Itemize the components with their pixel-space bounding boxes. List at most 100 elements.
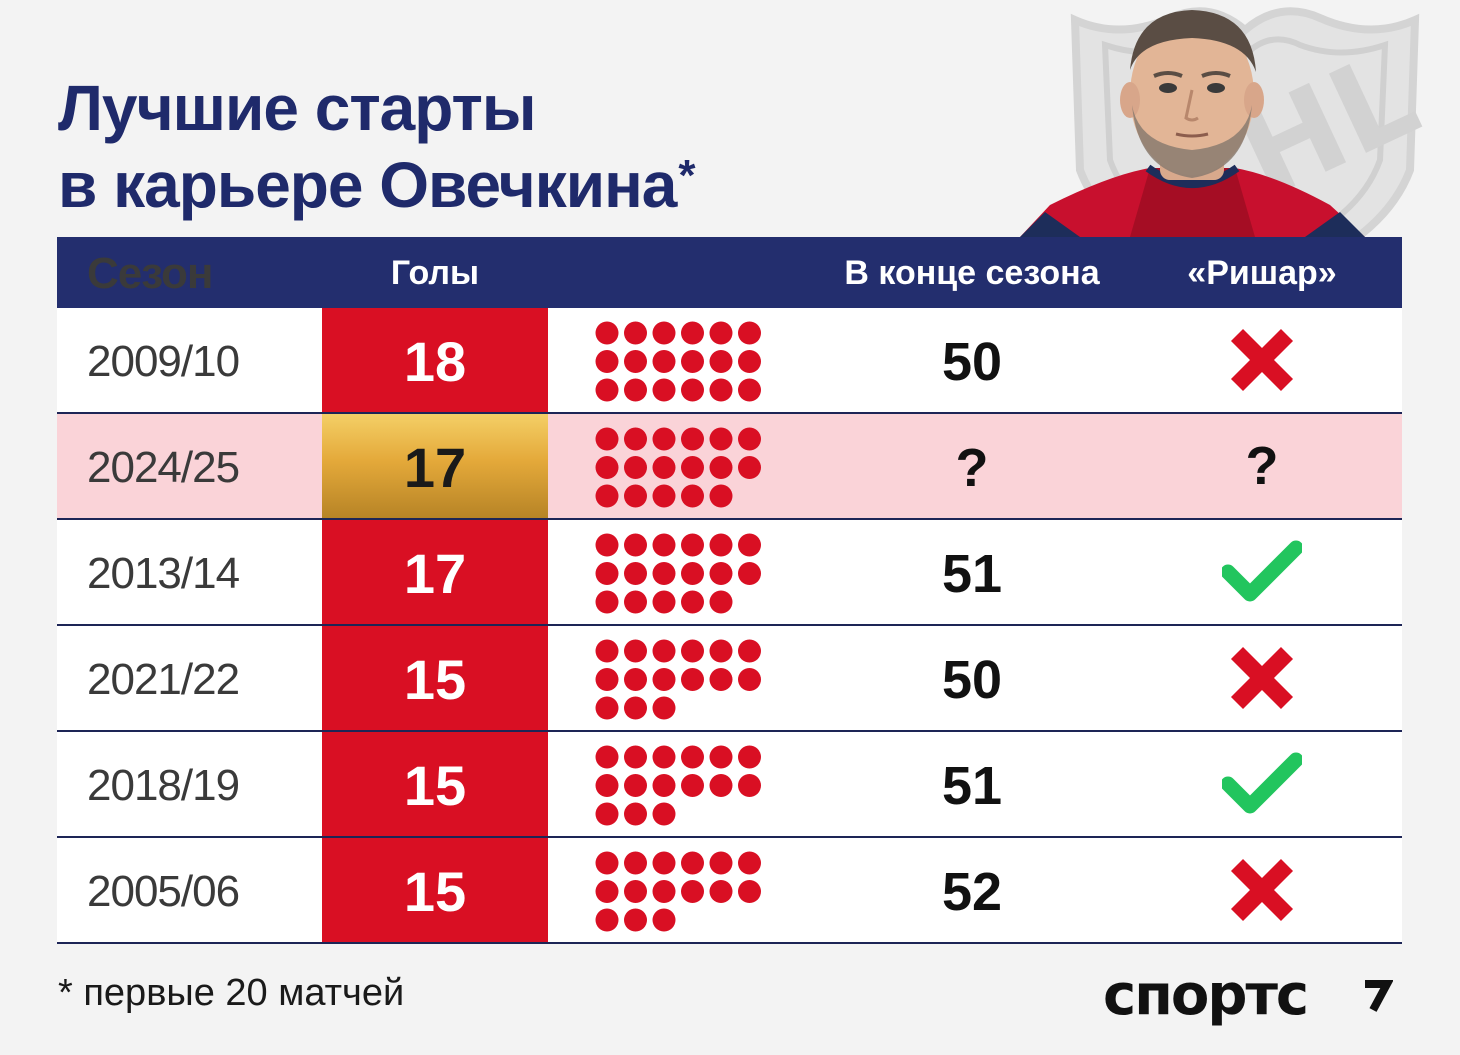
title-line-2: в карьере Овечкина*: [58, 147, 695, 224]
goal-dot: [624, 880, 647, 903]
goal-dot: [709, 321, 733, 345]
goal-dot: [681, 350, 704, 373]
goal-dot: [624, 427, 647, 451]
end-of-season-cell: 51: [941, 544, 1003, 604]
goal-dot: [595, 908, 619, 932]
goal-dot: [681, 851, 704, 875]
goals-cell: 15: [322, 626, 548, 730]
goal-dot: [681, 378, 704, 402]
goal-dot: [624, 321, 647, 345]
goal-dot: [624, 802, 647, 826]
goals-cell: 17: [322, 520, 548, 624]
goal-dot: [738, 533, 761, 557]
header-end-of-season: В конце сезона: [844, 254, 1100, 292]
goal-dot: [624, 774, 647, 797]
goal-dots: [595, 638, 765, 722]
stats-table: Сезон Голы В конце сезона «Ришар» 2009/1…: [57, 237, 1402, 944]
goal-dot: [709, 427, 733, 451]
goal-dot: [738, 880, 761, 903]
goal-dots: [595, 850, 765, 934]
goal-dot: [738, 851, 761, 875]
richard-cell: [1162, 626, 1362, 730]
goal-dot: [709, 562, 733, 585]
goal-dot: [652, 851, 676, 875]
goal-dots: [595, 426, 765, 510]
table-row: 2018/19 15 51: [57, 732, 1402, 838]
check-icon: [1222, 752, 1302, 814]
goal-dot: [681, 880, 704, 903]
player-photo: [1020, 10, 1365, 237]
goal-dot: [652, 908, 676, 932]
goal-dot: [624, 484, 647, 508]
goal-dot: [652, 668, 676, 691]
end-of-season-cell: ?: [955, 438, 989, 498]
goal-dot: [709, 590, 733, 614]
goals-cell: 18: [322, 308, 548, 412]
goal-dot: [681, 639, 704, 663]
goal-dot: [738, 456, 761, 479]
goal-dot: [595, 639, 619, 663]
goal-dot: [595, 590, 619, 614]
season-cell: 2024/25: [87, 443, 240, 492]
goal-dot: [652, 456, 676, 479]
goal-dot: [652, 639, 676, 663]
goal-dot: [595, 802, 619, 826]
goal-dot: [652, 484, 676, 508]
goal-dot: [738, 668, 761, 691]
goal-dot: [624, 350, 647, 373]
cross-icon: [1230, 858, 1294, 922]
season-cell: 2013/14: [87, 549, 240, 598]
logo-text: спортс: [1103, 963, 1307, 1028]
goal-dot: [681, 562, 704, 585]
goal-dot: [652, 696, 676, 720]
end-of-season-cell: 50: [941, 650, 1003, 710]
goal-dot: [595, 484, 619, 508]
goal-dot: [624, 639, 647, 663]
goal-dot: [709, 350, 733, 373]
goal-dot: [652, 590, 676, 614]
goal-dot: [709, 668, 733, 691]
page-title: Лучшие старты в карьере Овечкина*: [58, 70, 695, 224]
goal-dot: [681, 484, 704, 508]
season-cell: 2009/10: [87, 337, 240, 386]
goal-dot: [709, 484, 733, 508]
goals-cell: 15: [322, 732, 548, 836]
table-row: 2005/06 15 52: [57, 838, 1402, 944]
goal-dot: [624, 456, 647, 479]
goal-dot: [738, 745, 761, 769]
goal-dot: [624, 745, 647, 769]
goal-dot: [624, 562, 647, 585]
goal-dot: [595, 774, 619, 797]
goal-dot: [738, 321, 761, 345]
cross-icon: [1230, 328, 1294, 392]
goal-dot: [624, 851, 647, 875]
goal-dot: [681, 427, 704, 451]
goal-dot: [681, 321, 704, 345]
goal-dot: [595, 533, 619, 557]
goal-dot: [595, 851, 619, 875]
title-line-2-text: в карьере Овечкина: [58, 149, 677, 221]
richard-cell: [1162, 520, 1362, 624]
goal-dot: [681, 590, 704, 614]
goal-dots: [595, 532, 765, 616]
goal-dot: [738, 562, 761, 585]
goal-dot: [624, 668, 647, 691]
goal-dot: [652, 562, 676, 585]
goal-dot: [709, 639, 733, 663]
question-mark: ?: [1245, 436, 1279, 496]
goal-dot: [738, 350, 761, 373]
goal-dot: [595, 378, 619, 402]
goal-dot: [652, 427, 676, 451]
goal-dot: [652, 774, 676, 797]
goal-dots: [595, 320, 765, 404]
goal-dot: [624, 590, 647, 614]
goal-dot: [652, 533, 676, 557]
goal-dot: [709, 774, 733, 797]
table-body: 2009/10 18 50 2024/25 17?? 2013/14 17 51 2021/22…: [57, 308, 1402, 944]
goals-cell: 15: [322, 838, 548, 942]
goal-dot: [652, 321, 676, 345]
season-cell: 2018/19: [87, 761, 240, 810]
goal-dot: [652, 745, 676, 769]
check-icon: [1222, 540, 1302, 602]
header-richard: «Ришар»: [1187, 254, 1337, 292]
